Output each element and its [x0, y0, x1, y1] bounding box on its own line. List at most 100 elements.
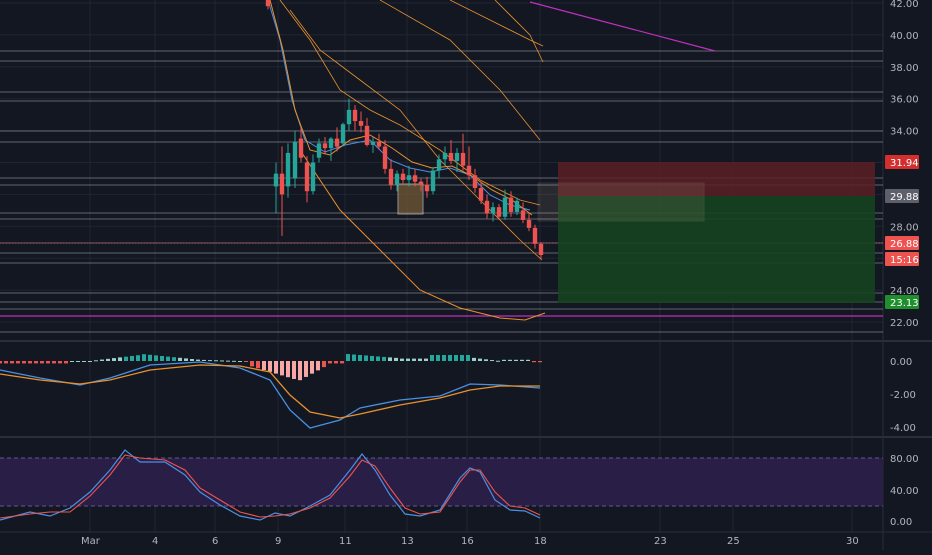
macd-histogram-bar	[0, 361, 2, 364]
macd-histogram-bar	[406, 358, 410, 361]
time-tick-label: 25	[727, 536, 740, 547]
macd-histogram-bar	[34, 361, 38, 364]
take-profit-zone[interactable]	[558, 196, 875, 303]
macd-histogram-bar	[472, 357, 476, 361]
rsi-tick-label: 0.00	[890, 517, 912, 528]
candle-body	[442, 152, 448, 160]
candle-body	[406, 175, 412, 181]
candle-body	[322, 143, 328, 149]
macd-histogram-bar	[232, 360, 236, 362]
ma-slow-orange	[289, 9, 543, 261]
candle-body	[273, 173, 279, 187]
time-tick-label: 13	[401, 536, 414, 547]
macd-histogram-bar	[340, 361, 344, 364]
macd-line	[0, 361, 541, 429]
macd-histogram-bar	[148, 354, 152, 361]
macd-histogram-bar	[382, 356, 386, 361]
macd-histogram-bar	[190, 359, 194, 361]
macd-histogram-bar	[88, 361, 92, 362]
price-badge[interactable]	[885, 252, 919, 266]
candle-body	[328, 138, 334, 149]
macd-tick-label: -4.00	[890, 423, 916, 434]
range-box-left[interactable]	[397, 183, 424, 215]
macd-histogram-bar	[154, 355, 158, 361]
macd-histogram-bar	[508, 359, 512, 361]
ma-top2-orange	[379, 0, 541, 141]
macd-histogram-bar	[520, 359, 524, 361]
stop-loss-zone[interactable]	[558, 162, 875, 196]
candle-body	[466, 165, 472, 176]
macd-histogram-bar	[172, 357, 176, 361]
price-badge[interactable]	[885, 189, 919, 203]
macd-histogram-bar	[454, 355, 458, 361]
macd-histogram-bar	[58, 361, 62, 364]
price-tick-label: 42.00	[890, 0, 919, 10]
macd-histogram-bar	[238, 361, 242, 362]
macd-histogram-bar	[466, 355, 470, 361]
macd-histogram-bar	[298, 361, 302, 381]
candle-body	[364, 125, 370, 145]
macd-histogram-bar	[274, 361, 278, 374]
macd-panel	[0, 354, 542, 429]
macd-histogram-bar	[106, 358, 110, 361]
macd-histogram-bar	[442, 355, 446, 361]
price-badge[interactable]	[885, 155, 919, 169]
macd-histogram-bar	[322, 361, 326, 368]
candle-body	[388, 168, 394, 185]
ma-fast-orange	[269, 0, 533, 216]
time-tick-label: 23	[654, 536, 667, 547]
candle-body	[526, 219, 532, 228]
candle-body	[340, 124, 346, 144]
macd-histogram-bar	[178, 357, 182, 361]
price-tick-label: 24.00	[890, 286, 919, 297]
macd-histogram-bar	[220, 360, 224, 362]
candle-body	[285, 152, 291, 187]
macd-histogram-bar	[310, 361, 314, 374]
macd-histogram-bar	[334, 361, 338, 364]
macd-histogram-bar	[484, 359, 488, 361]
time-tick-label: 11	[339, 536, 352, 547]
candle-body	[279, 173, 285, 195]
price-tick-label: 38.00	[890, 63, 919, 74]
price-badge[interactable]	[885, 236, 919, 250]
candle-body	[484, 200, 490, 214]
candle-body	[436, 159, 442, 171]
position-zones[interactable]	[397, 162, 875, 303]
candle-body	[292, 141, 298, 179]
macd-histogram-bar	[496, 360, 500, 362]
macd-histogram-bar	[64, 361, 68, 364]
candle-body	[532, 227, 538, 244]
macd-histogram-bar	[364, 355, 368, 361]
macd-histogram-bar	[184, 358, 188, 361]
macd-histogram-bar	[244, 361, 248, 362]
macd-histogram-bar	[166, 356, 170, 361]
candle-body	[514, 200, 520, 212]
macd-histogram-bar	[514, 359, 518, 361]
candle-body	[346, 109, 352, 125]
macd-histogram-bar	[376, 356, 380, 361]
candle-body	[478, 188, 484, 201]
candle-body	[496, 207, 502, 217]
range-box-right[interactable]	[537, 182, 705, 222]
time-tick-label: Mar	[81, 536, 101, 547]
candle-body	[412, 175, 418, 182]
macd-histogram-bar	[316, 361, 320, 371]
macd-histogram-bar	[196, 359, 200, 361]
macd-histogram-bar	[202, 359, 206, 361]
candle-body	[538, 243, 544, 256]
macd-histogram-bar	[76, 361, 80, 362]
candle-body	[460, 152, 466, 166]
magenta-trend-line	[529, 1, 716, 52]
time-tick-label: 16	[461, 536, 474, 547]
axes: 42.0040.0038.0036.0034.0032.0030.0028.00…	[81, 0, 919, 547]
candle-body	[394, 173, 400, 185]
price-tick-label: 34.00	[890, 127, 919, 138]
price-badge[interactable]	[885, 295, 919, 309]
candle-body	[304, 162, 310, 192]
time-tick-label: 6	[212, 536, 218, 547]
macd-histogram-bar	[448, 355, 452, 361]
macd-histogram-bar	[10, 361, 14, 364]
candlesticks	[265, 0, 544, 260]
